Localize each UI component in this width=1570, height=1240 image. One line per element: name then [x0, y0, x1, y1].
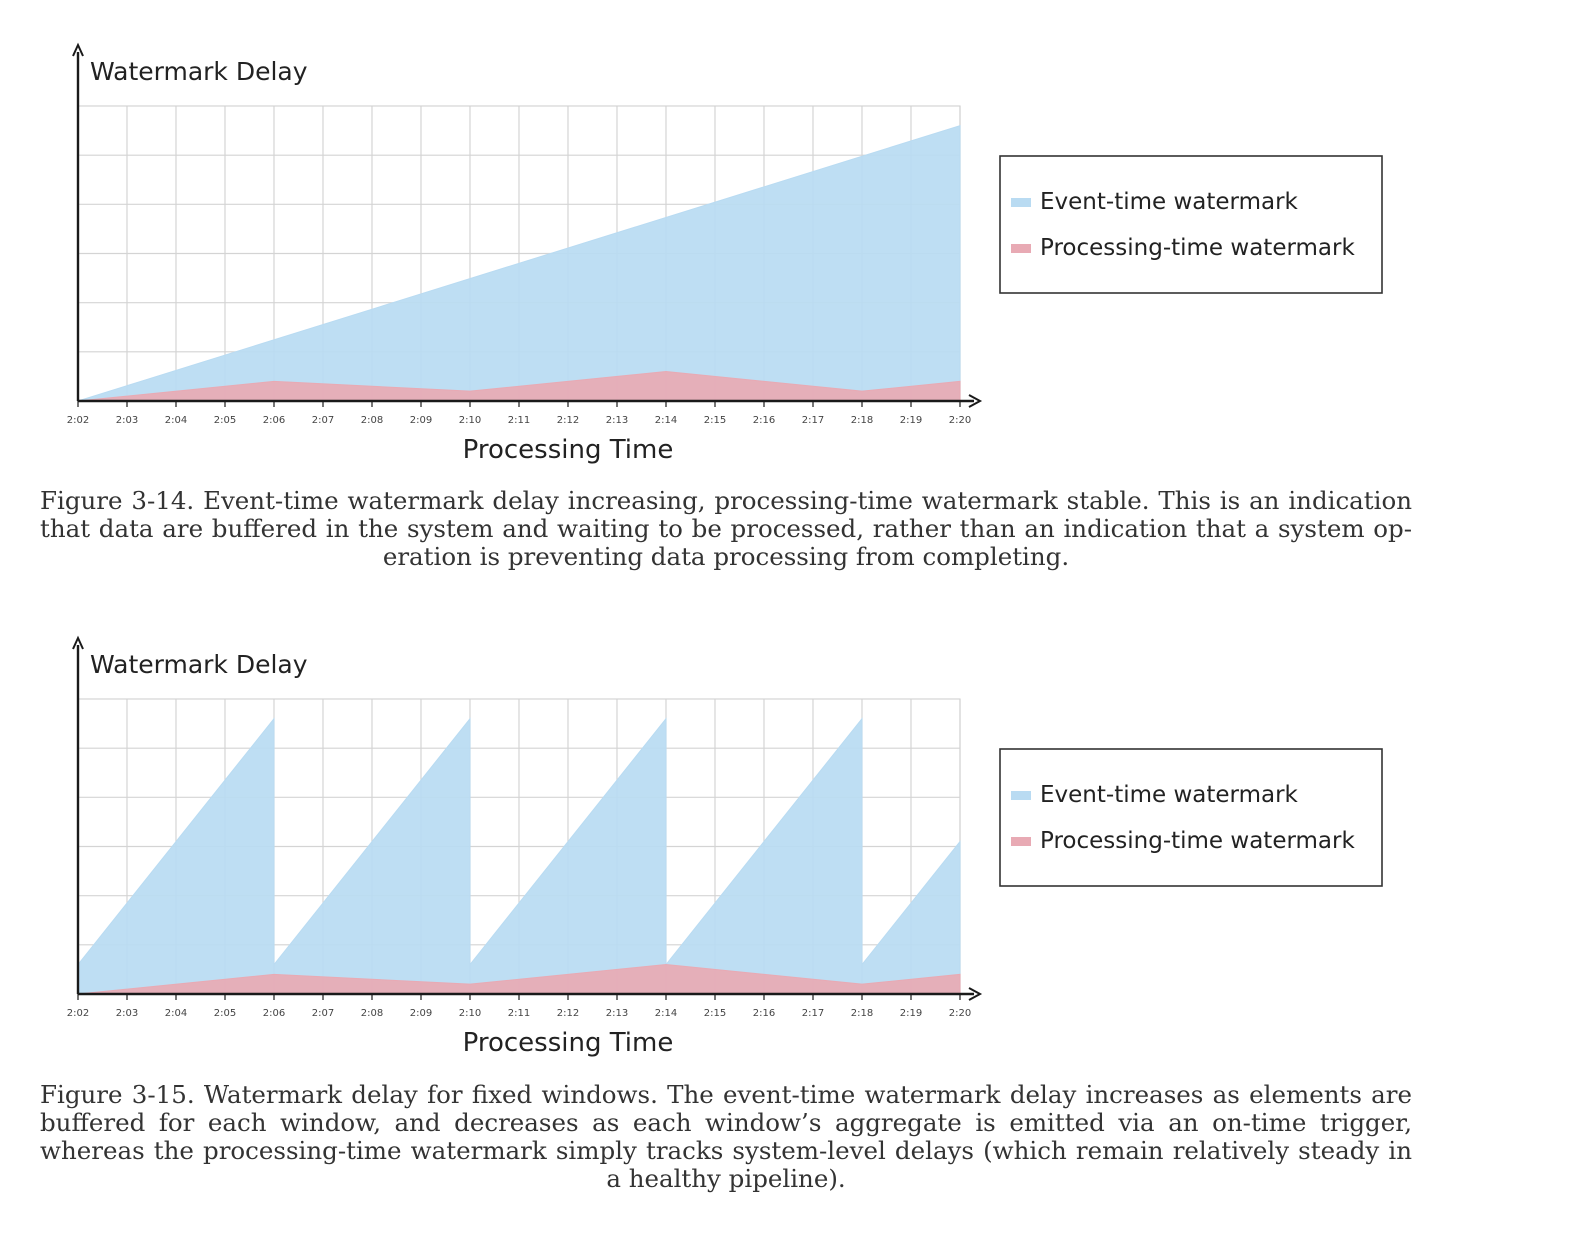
legend-swatch-event-time-watermark	[1011, 198, 1031, 207]
x-tick-label: 2:13	[606, 1008, 628, 1019]
x-tick-label: 2:05	[214, 1008, 236, 1019]
x-tick-label: 2:04	[165, 415, 187, 426]
x-tick-label: 2:14	[655, 1008, 677, 1019]
x-tick-label: 2:17	[802, 415, 824, 426]
x-tick-label: 2:08	[361, 1008, 383, 1019]
x-tick-label: 2:15	[704, 415, 726, 426]
legend-label-event-time-watermark: Event-time watermark	[1040, 189, 1299, 215]
legend-box	[999, 748, 1383, 887]
x-tick-label: 2:18	[851, 1008, 873, 1019]
x-tick-label: 2:10	[459, 415, 481, 426]
x-tick-label: 2:19	[900, 415, 922, 426]
x-tick-label: 2:05	[214, 415, 236, 426]
legend: Event-time watermark Processing-time wate…	[999, 155, 1383, 294]
x-tick-label: 2:08	[361, 415, 383, 426]
x-tick-label: 2:04	[165, 1008, 187, 1019]
y-axis-arrow-icon	[72, 42, 84, 57]
legend-label-processing-time-watermark: Processing-time watermark	[1040, 235, 1355, 261]
x-tick-label: 2:13	[606, 415, 628, 426]
legend-label-event-time-watermark: Event-time watermark	[1040, 782, 1299, 808]
x-tick-label: 2:09	[410, 1008, 432, 1019]
x-tick-label: 2:12	[557, 1008, 579, 1019]
series-area-event-time-watermark	[77, 717, 961, 995]
x-axis-arrow-icon	[968, 987, 983, 1001]
x-axis-label: Processing Time	[463, 435, 674, 465]
x-tick-label: 2:18	[851, 415, 873, 426]
x-tick-label: 2:03	[116, 1008, 138, 1019]
legend-box	[999, 155, 1383, 294]
series-area-processing-time-watermark	[77, 963, 961, 995]
x-tick-label: 2:11	[508, 1008, 530, 1019]
series-area-processing-time-watermark	[77, 370, 961, 402]
legend-swatch-processing-time-watermark	[1011, 244, 1031, 253]
x-tick-label: 2:17	[802, 1008, 824, 1019]
x-tick-label: 2:07	[312, 415, 334, 426]
x-tick-label: 2:10	[459, 1008, 481, 1019]
x-tick-label: 2:12	[557, 415, 579, 426]
watermark-delay-chart-1: 2:02 2:03 2:04 2:05 2:06 2:07 2:08 2:09 2:10 2:11…	[67, 42, 1383, 465]
x-tick-label: 2:19	[900, 1008, 922, 1019]
x-axis-arrow-icon	[968, 394, 983, 408]
watermark-delay-chart-2: 2:02 2:03 2:04 2:05 2:06 2:07 2:08 2:09 2:10 2:11…	[67, 635, 1383, 1058]
figure-caption-3-15: Figure 3-15. Watermark delay for fixed w…	[40, 1080, 1412, 1193]
legend-label-processing-time-watermark: Processing-time watermark	[1040, 828, 1355, 854]
x-tick-label: 2:14	[655, 415, 677, 426]
x-tick-label: 2:16	[753, 415, 775, 426]
x-tick-label: 2:06	[263, 1008, 285, 1019]
x-tick-label: 2:07	[312, 1008, 334, 1019]
legend-swatch-event-time-watermark	[1011, 791, 1031, 800]
legend: Event-time watermark Processing-time wate…	[999, 748, 1383, 887]
x-tick-label: 2:09	[410, 415, 432, 426]
y-axis-label: Watermark Delay	[90, 650, 308, 679]
y-axis-label: Watermark Delay	[90, 57, 308, 86]
x-axis-label: Processing Time	[463, 1028, 674, 1058]
x-tick-label: 2:15	[704, 1008, 726, 1019]
x-tick-label: 2:02	[67, 1008, 89, 1019]
x-tick-label: 2:02	[67, 415, 89, 426]
x-tick-label: 2:20	[949, 1008, 971, 1019]
figure-caption-3-14: Figure 3-14. Event-time watermark delay …	[40, 486, 1412, 571]
y-axis-arrow-icon	[72, 635, 84, 650]
legend-swatch-processing-time-watermark	[1011, 837, 1031, 846]
x-tick-label: 2:03	[116, 415, 138, 426]
x-tick-label: 2:11	[508, 415, 530, 426]
x-tick-label: 2:16	[753, 1008, 775, 1019]
x-tick-label: 2:20	[949, 415, 971, 426]
x-tick-label: 2:06	[263, 415, 285, 426]
